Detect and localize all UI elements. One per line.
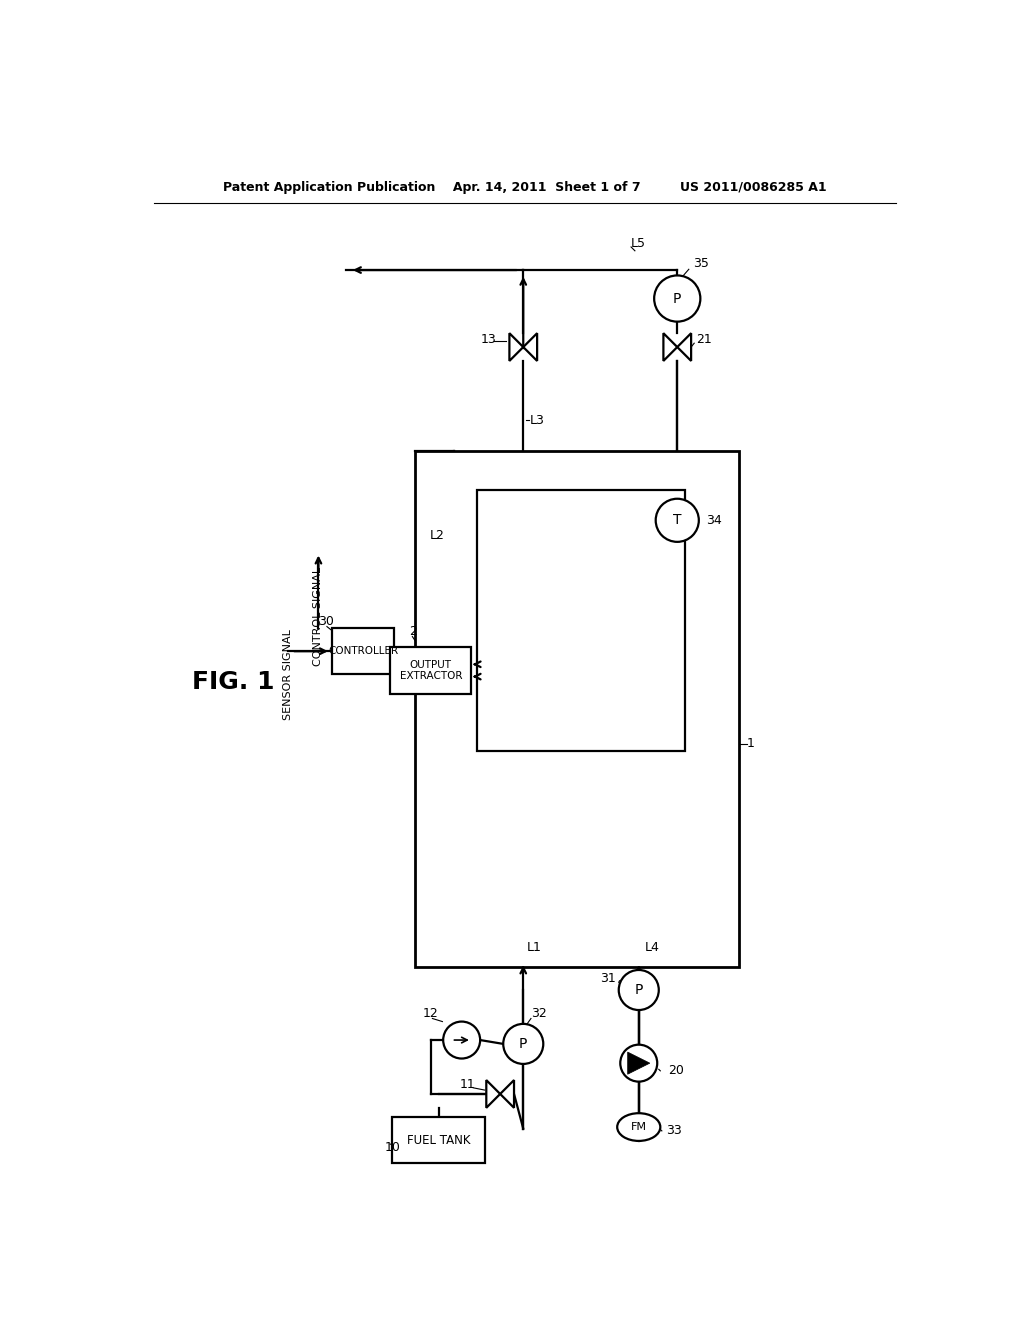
Circle shape	[655, 499, 698, 541]
Text: L1: L1	[527, 941, 542, 954]
Text: 11: 11	[460, 1078, 476, 1092]
Text: Patent Application Publication    Apr. 14, 2011  Sheet 1 of 7         US 2011/00: Patent Application Publication Apr. 14, …	[223, 181, 826, 194]
Text: FM: FM	[631, 1122, 647, 1133]
Text: 34: 34	[707, 513, 722, 527]
Text: L4: L4	[645, 941, 659, 954]
Ellipse shape	[617, 1113, 660, 1140]
Circle shape	[621, 1044, 657, 1081]
Text: 21: 21	[696, 333, 713, 346]
Circle shape	[503, 1024, 544, 1064]
Text: P: P	[519, 1038, 527, 1051]
Circle shape	[654, 276, 700, 322]
Text: L3: L3	[529, 413, 545, 426]
Polygon shape	[500, 1080, 514, 1107]
Text: 35: 35	[692, 257, 709, 271]
Text: P: P	[673, 292, 681, 305]
Polygon shape	[509, 333, 523, 360]
Polygon shape	[664, 333, 677, 360]
Bar	[392, 1117, 484, 1163]
Text: CONTROLLER: CONTROLLER	[328, 647, 398, 656]
Text: L5: L5	[631, 236, 646, 249]
Text: 31: 31	[600, 972, 616, 985]
Text: CONTROL SIGNAL: CONTROL SIGNAL	[313, 568, 324, 667]
Bar	[333, 628, 394, 675]
Text: 13: 13	[481, 333, 497, 346]
Circle shape	[443, 1022, 480, 1059]
Polygon shape	[628, 1052, 650, 1074]
Circle shape	[618, 970, 658, 1010]
Text: 30: 30	[318, 615, 334, 628]
Text: 12: 12	[423, 1007, 439, 1019]
Text: FIG. 1: FIG. 1	[193, 671, 274, 694]
Bar	[477, 490, 685, 751]
Text: OUTPUT
EXTRACTOR: OUTPUT EXTRACTOR	[399, 660, 462, 681]
Polygon shape	[523, 333, 538, 360]
Text: P: P	[635, 983, 643, 997]
Bar	[390, 647, 471, 693]
Bar	[416, 451, 739, 966]
Polygon shape	[486, 1080, 500, 1107]
Polygon shape	[677, 333, 691, 360]
Text: 10: 10	[385, 1142, 400, 1155]
Text: SENSOR SIGNAL: SENSOR SIGNAL	[283, 628, 293, 719]
Text: 1: 1	[746, 737, 755, 750]
Text: 20: 20	[668, 1064, 684, 1077]
Text: FUEL TANK: FUEL TANK	[407, 1134, 470, 1147]
Text: 2: 2	[410, 626, 417, 639]
Text: T: T	[673, 513, 682, 527]
Text: 33: 33	[666, 1125, 681, 1138]
Text: 32: 32	[531, 1007, 547, 1019]
Text: L2: L2	[429, 529, 444, 543]
